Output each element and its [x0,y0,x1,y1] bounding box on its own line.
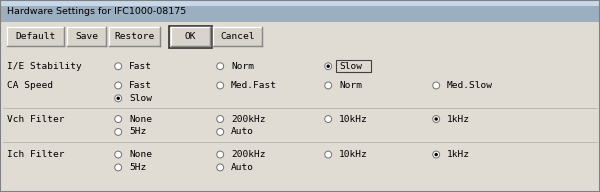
Text: 10kHz: 10kHz [339,115,368,123]
Text: Restore: Restore [115,32,155,41]
Text: None: None [129,150,152,159]
Ellipse shape [115,151,122,158]
Text: CA Speed: CA Speed [7,81,53,90]
Text: Default: Default [16,32,56,41]
FancyBboxPatch shape [1,22,599,192]
Text: None: None [129,115,152,123]
FancyBboxPatch shape [171,27,210,46]
Ellipse shape [217,128,224,135]
Ellipse shape [217,164,224,171]
Text: 1kHz: 1kHz [447,115,470,123]
FancyBboxPatch shape [336,60,371,72]
FancyBboxPatch shape [0,0,600,22]
Text: Fast: Fast [129,62,152,71]
Ellipse shape [115,116,122,122]
Ellipse shape [325,63,332,70]
Text: Med.Slow: Med.Slow [447,81,493,90]
Text: Med.Fast: Med.Fast [231,81,277,90]
Ellipse shape [217,151,224,158]
FancyBboxPatch shape [67,27,106,46]
Ellipse shape [115,63,122,70]
Ellipse shape [434,153,438,156]
Text: Slow: Slow [129,94,152,103]
Text: Cancel: Cancel [220,32,255,41]
Text: Norm: Norm [231,62,254,71]
Text: Slow: Slow [339,62,362,71]
Text: Vch Filter: Vch Filter [7,115,65,123]
Ellipse shape [217,63,224,70]
Text: 200kHz: 200kHz [231,150,265,159]
Ellipse shape [116,97,120,100]
Ellipse shape [115,164,122,171]
Ellipse shape [217,82,224,89]
Ellipse shape [433,151,440,158]
Text: OK: OK [185,32,196,41]
Text: I/E Stability: I/E Stability [7,62,82,71]
Ellipse shape [325,151,332,158]
Text: 5Hz: 5Hz [129,127,146,136]
Ellipse shape [115,128,122,135]
Ellipse shape [115,95,122,102]
Text: Hardware Settings for IFC1000-08175: Hardware Settings for IFC1000-08175 [7,7,187,16]
Text: Ich Filter: Ich Filter [7,150,65,159]
FancyBboxPatch shape [7,27,64,46]
Text: Auto: Auto [231,127,254,136]
Text: Fast: Fast [129,81,152,90]
Text: 1kHz: 1kHz [447,150,470,159]
Ellipse shape [433,82,440,89]
Text: 5Hz: 5Hz [129,163,146,172]
FancyBboxPatch shape [109,27,160,46]
Text: Norm: Norm [339,81,362,90]
FancyBboxPatch shape [0,0,600,6]
Text: Auto: Auto [231,163,254,172]
Ellipse shape [326,65,330,68]
Ellipse shape [217,116,224,122]
Ellipse shape [433,116,440,122]
Ellipse shape [325,82,332,89]
Ellipse shape [115,82,122,89]
Text: 200kHz: 200kHz [231,115,265,123]
FancyBboxPatch shape [213,27,262,46]
Ellipse shape [434,117,438,121]
Text: 10kHz: 10kHz [339,150,368,159]
Ellipse shape [325,116,332,122]
Text: Save: Save [75,32,98,41]
